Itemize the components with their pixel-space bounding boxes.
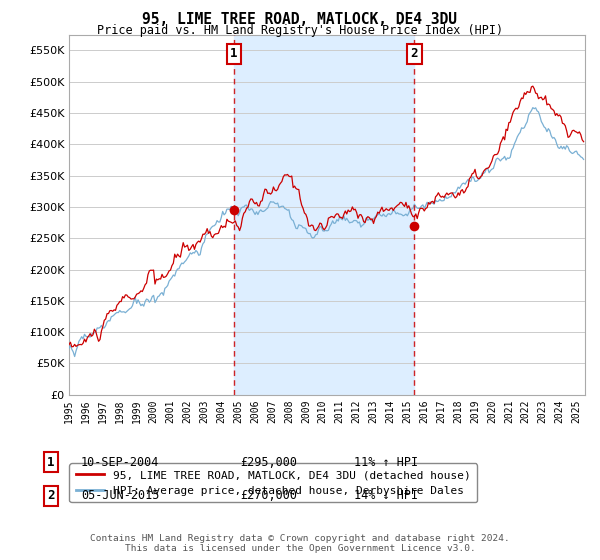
Text: 10-SEP-2004: 10-SEP-2004 bbox=[81, 455, 160, 469]
Text: 14% ↓ HPI: 14% ↓ HPI bbox=[354, 489, 418, 502]
Legend: 95, LIME TREE ROAD, MATLOCK, DE4 3DU (detached house), HPI: Average price, detac: 95, LIME TREE ROAD, MATLOCK, DE4 3DU (de… bbox=[70, 463, 477, 502]
Text: 2: 2 bbox=[411, 48, 418, 60]
Text: Contains HM Land Registry data © Crown copyright and database right 2024.
This d: Contains HM Land Registry data © Crown c… bbox=[90, 534, 510, 553]
Text: 1: 1 bbox=[230, 48, 238, 60]
Text: £270,000: £270,000 bbox=[240, 489, 297, 502]
Bar bbox=[234, 35, 415, 395]
Text: £295,000: £295,000 bbox=[240, 455, 297, 469]
Text: 11% ↑ HPI: 11% ↑ HPI bbox=[354, 455, 418, 469]
Text: Price paid vs. HM Land Registry's House Price Index (HPI): Price paid vs. HM Land Registry's House … bbox=[97, 24, 503, 36]
Text: 95, LIME TREE ROAD, MATLOCK, DE4 3DU: 95, LIME TREE ROAD, MATLOCK, DE4 3DU bbox=[143, 12, 458, 27]
Text: 05-JUN-2015: 05-JUN-2015 bbox=[81, 489, 160, 502]
Text: 1: 1 bbox=[47, 455, 55, 469]
Text: 2: 2 bbox=[47, 489, 55, 502]
